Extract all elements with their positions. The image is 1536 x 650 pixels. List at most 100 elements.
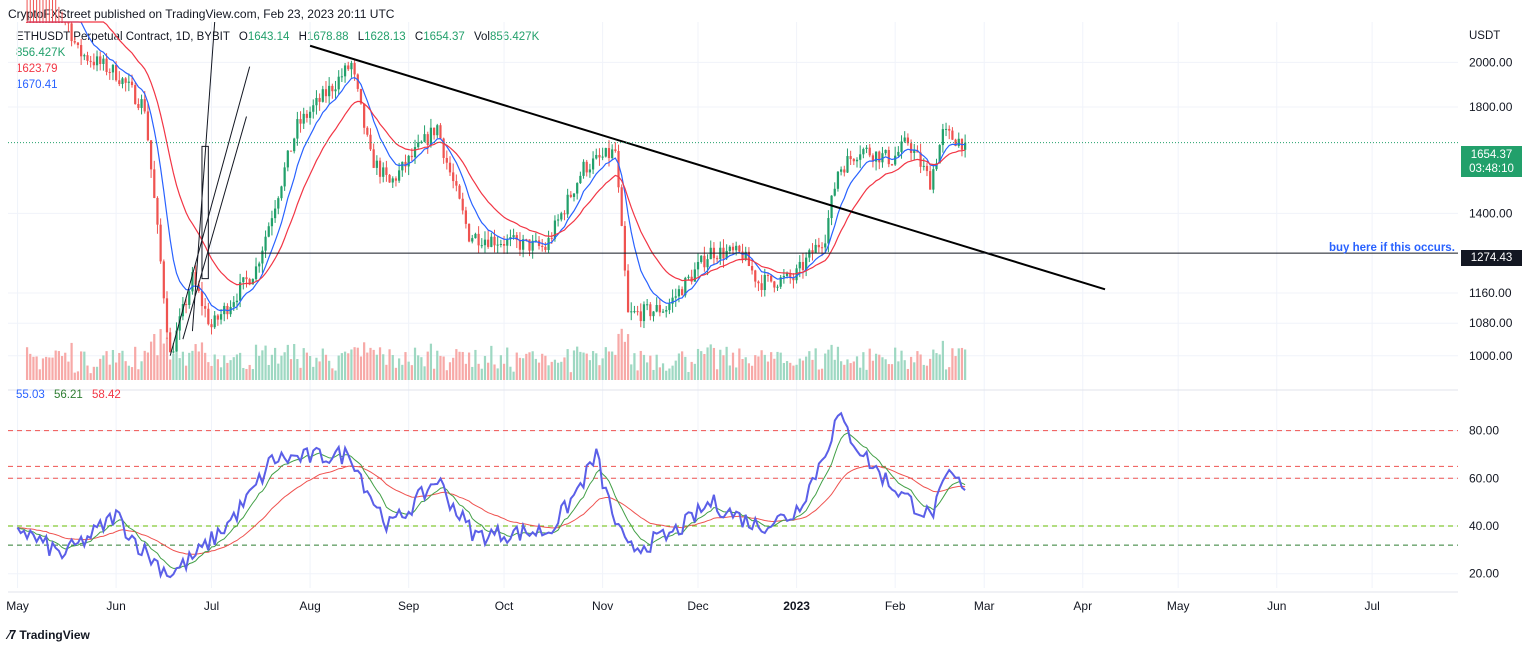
candle-body xyxy=(105,58,108,73)
candle-body xyxy=(859,154,862,160)
volume-bar xyxy=(770,352,773,380)
volume-bar xyxy=(137,369,140,380)
candle-body xyxy=(741,251,744,260)
volume-bar xyxy=(766,361,770,380)
candle-body xyxy=(833,188,836,196)
candle-body xyxy=(80,45,83,57)
candle-body xyxy=(954,139,957,146)
candle-body xyxy=(700,255,703,262)
volume-bar xyxy=(315,357,318,380)
volume-bar xyxy=(925,365,929,380)
volume-bar xyxy=(948,367,951,380)
volume-bar xyxy=(45,356,48,380)
volume-bar xyxy=(525,353,528,380)
volume-bar xyxy=(537,362,541,380)
volume-bar xyxy=(846,359,849,380)
candle-body xyxy=(553,220,557,239)
volume-bar xyxy=(715,369,719,380)
volume-bar xyxy=(922,364,925,380)
time-tick-label: Apr xyxy=(1073,599,1092,613)
volume-bar xyxy=(239,352,242,380)
candle-body xyxy=(515,235,518,240)
volume-bar xyxy=(127,365,130,380)
price-tick-label: 1400.00 xyxy=(1469,206,1513,220)
rsi-tick-label: 80.00 xyxy=(1469,424,1499,438)
volume-bar xyxy=(506,347,509,380)
volume-bar xyxy=(38,369,41,380)
volume-bar xyxy=(318,361,321,380)
h-value: 1678.88 xyxy=(306,31,349,43)
volume-bar xyxy=(712,347,716,380)
volume-bar xyxy=(677,353,681,380)
volume-bar xyxy=(843,364,846,380)
candle-body xyxy=(487,239,490,247)
candle-body xyxy=(477,233,480,246)
volume-bar xyxy=(207,362,210,380)
candle-body xyxy=(744,251,747,260)
candle-body xyxy=(467,223,471,242)
candle-body xyxy=(286,150,289,168)
candle-body xyxy=(134,85,137,105)
candle-body xyxy=(356,74,359,89)
candle-body xyxy=(194,272,197,285)
volume-bar xyxy=(894,347,897,380)
candle-body xyxy=(347,65,350,70)
volume-bar xyxy=(779,352,782,380)
volume-bar xyxy=(951,348,954,380)
candle-body xyxy=(925,165,929,172)
candle-body xyxy=(149,140,153,170)
volume-bar xyxy=(369,347,372,380)
axes: 2000.00 1800.00 1400.00 1160.00 1080.00 1000.… xyxy=(6,55,1512,613)
candle-body xyxy=(715,258,719,260)
volume-bar xyxy=(102,355,105,380)
volume-bar xyxy=(553,359,557,380)
volume-bar xyxy=(795,364,798,380)
candle-body xyxy=(296,119,299,139)
candle-body xyxy=(178,316,181,331)
volume-bar xyxy=(184,365,188,380)
volume-bar xyxy=(649,355,652,380)
rsi-line xyxy=(16,411,966,579)
volume-bar xyxy=(735,367,738,380)
candle-body xyxy=(874,151,878,162)
candle-body xyxy=(636,311,639,313)
volume-bar xyxy=(836,346,840,380)
footer-brand[interactable]: ⁄7 TradingView xyxy=(8,627,90,642)
candle-body xyxy=(728,246,731,251)
drawings[interactable] xyxy=(8,21,1458,356)
volume-bar xyxy=(522,358,525,380)
candle-body xyxy=(248,279,251,285)
symbol-name[interactable]: ETHUSDT Perpetual Contract, 1D, BYBIT xyxy=(16,31,230,43)
candle-body xyxy=(843,169,846,173)
volume-bar xyxy=(359,356,363,380)
o-label: O xyxy=(238,31,248,43)
volume-bar xyxy=(611,351,614,380)
volume-bar xyxy=(302,348,305,380)
volume-bar xyxy=(964,349,967,380)
candle-body xyxy=(792,278,795,281)
volume-bar xyxy=(563,357,566,380)
candle-body xyxy=(846,156,849,173)
candle-body xyxy=(340,76,343,78)
ma-blue-label: 1670.41 xyxy=(16,79,58,91)
volume-bar xyxy=(226,362,229,380)
descending-trendline xyxy=(309,44,1106,291)
candle-body xyxy=(750,265,754,271)
volume-bar xyxy=(598,365,601,380)
volume-bar xyxy=(572,350,576,380)
volume-bar xyxy=(324,354,328,380)
candle-body xyxy=(207,308,210,325)
candle-body xyxy=(232,302,235,307)
volume-bar xyxy=(671,365,674,380)
volume-bar xyxy=(954,356,957,380)
candle-body xyxy=(407,155,410,167)
candle-body xyxy=(363,103,366,128)
candle-body xyxy=(219,314,223,320)
candle-body xyxy=(86,55,89,61)
volume-bar xyxy=(350,349,353,380)
volume-bar xyxy=(375,354,378,380)
volume-bar xyxy=(118,352,121,380)
buy-annotation[interactable]: buy here if this occurs. xyxy=(1329,242,1455,254)
volume-bar xyxy=(80,351,83,380)
